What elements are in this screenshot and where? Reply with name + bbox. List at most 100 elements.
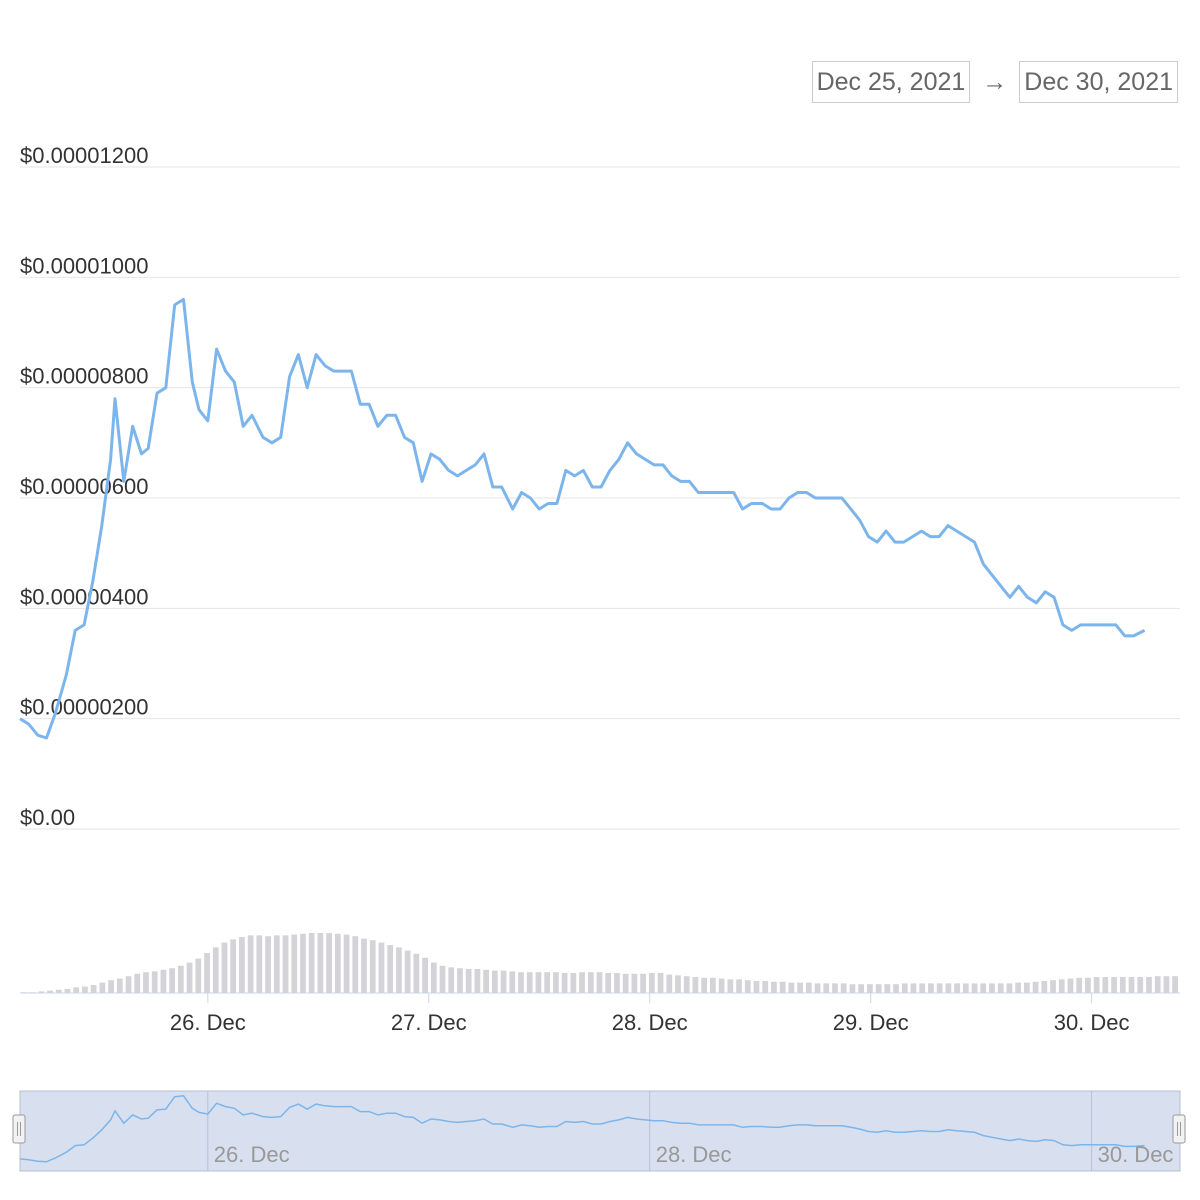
volume-bar <box>212 947 219 993</box>
volume-bar <box>413 953 420 993</box>
volume-bar <box>1146 977 1152 993</box>
volume-bar <box>596 972 603 993</box>
volume-bar <box>875 984 882 993</box>
volume-bar <box>614 973 620 993</box>
x-tick-label: 30. Dec <box>1054 1010 1130 1035</box>
volume-bar <box>928 983 934 993</box>
y-tick-label: $0.00001200 <box>20 143 148 168</box>
volume-bar <box>518 972 524 993</box>
volume-bar <box>683 976 690 993</box>
volume-bar <box>474 969 481 993</box>
volume-bar <box>38 991 45 993</box>
navigator-right-handle[interactable] <box>1172 1114 1186 1144</box>
volume-bar <box>701 977 708 993</box>
volume-bar <box>1050 980 1056 993</box>
volume-bar <box>544 972 551 993</box>
volume-bar <box>99 982 106 993</box>
volume-bar <box>509 971 516 993</box>
volume-bar <box>1111 977 1117 993</box>
volume-bar <box>657 973 664 993</box>
y-axis-labels: $0.00 $0.00000200 $0.00000400 $0.00000600 $0… <box>20 143 148 830</box>
y-tick-label: $0.00001000 <box>20 253 148 278</box>
x-tick-label: 26. Dec <box>170 1010 246 1035</box>
volume-bar <box>605 973 612 993</box>
volume-bar <box>430 962 437 993</box>
volume-bar <box>422 957 428 993</box>
volume-bar <box>448 967 455 993</box>
volume-bar <box>1102 977 1109 993</box>
volume-bar <box>1032 981 1039 993</box>
navigator-tick-label: 30. Dec <box>1098 1142 1174 1167</box>
volume-bar <box>718 978 725 993</box>
volume-bar <box>108 980 114 993</box>
volume-bar <box>936 983 943 993</box>
y-tick-label: $0.00000200 <box>20 695 148 720</box>
volume-bar <box>867 984 873 993</box>
volume-bar <box>570 973 577 993</box>
volume-bar <box>561 973 568 993</box>
y-tick-label: $0.00000400 <box>20 584 148 609</box>
volume-bar <box>962 983 969 993</box>
navigator-left-handle[interactable] <box>12 1114 26 1144</box>
volume-bar <box>90 985 97 993</box>
volume-bar <box>186 962 193 993</box>
volume-bar <box>273 935 280 993</box>
volume-bar <box>832 983 838 993</box>
volume-bar <box>919 983 926 993</box>
volume-bar <box>343 934 350 993</box>
volume-bar <box>727 979 734 993</box>
volume-bar <box>247 935 254 993</box>
navigator[interactable]: 26. Dec 28. Dec 30. Dec <box>12 1090 1186 1172</box>
volume-bar <box>579 972 585 993</box>
volume-bar <box>491 970 498 993</box>
volume-bar <box>814 983 821 993</box>
volume-bar <box>980 983 987 993</box>
volume-bar <box>47 990 53 993</box>
volume-bar <box>858 984 865 993</box>
volume-bar <box>1085 977 1091 993</box>
volume-bar <box>622 973 629 993</box>
volume-bar <box>457 968 463 993</box>
volume-bar <box>1041 981 1048 993</box>
y-tick-label: $0.00000600 <box>20 474 148 499</box>
volume-bar <box>840 983 847 993</box>
volume-bar <box>221 942 228 993</box>
y-tick-label: $0.00000800 <box>20 364 148 389</box>
volume-bar <box>1163 976 1170 993</box>
volume-bar <box>779 981 786 993</box>
volume-bar <box>64 989 71 993</box>
volume-bar <box>1015 982 1022 993</box>
volume-bar <box>1024 982 1030 993</box>
volume-bar <box>762 981 769 993</box>
volume-bar <box>901 983 908 993</box>
volume-bar <box>710 977 716 993</box>
volume-bar <box>291 934 298 993</box>
navigator-selection[interactable] <box>19 1090 1181 1172</box>
volume-bar <box>675 975 681 993</box>
navigator-grid <box>207 1091 1093 1171</box>
volume-bar <box>256 935 263 993</box>
volume-bar <box>910 983 917 993</box>
volume-bar <box>666 974 673 993</box>
volume-bar <box>239 937 245 993</box>
volume-bar <box>744 980 751 993</box>
y-tick-label: $0.00 <box>20 805 75 830</box>
volume-bar <box>805 982 812 993</box>
volume-bar <box>849 984 856 993</box>
volume-bar <box>82 986 88 993</box>
volume-bar <box>334 933 341 993</box>
navigator-line <box>19 1095 1145 1163</box>
volume-bar <box>378 942 385 993</box>
volume-bar <box>893 984 899 993</box>
volume-bar <box>1137 977 1144 993</box>
volume-bar <box>1076 977 1083 993</box>
range-to-input[interactable]: Dec 30, 2021 <box>1019 61 1178 103</box>
volume-bar <box>971 983 978 993</box>
range-arrow-icon: → <box>982 67 1008 96</box>
navigator-tick-label: 28. Dec <box>656 1142 732 1167</box>
x-tick-label: 29. Dec <box>833 1010 909 1035</box>
range-from-input[interactable]: Dec 25, 2021 <box>811 61 971 103</box>
volume-bar <box>1067 978 1074 993</box>
volume-bar <box>1172 976 1178 993</box>
